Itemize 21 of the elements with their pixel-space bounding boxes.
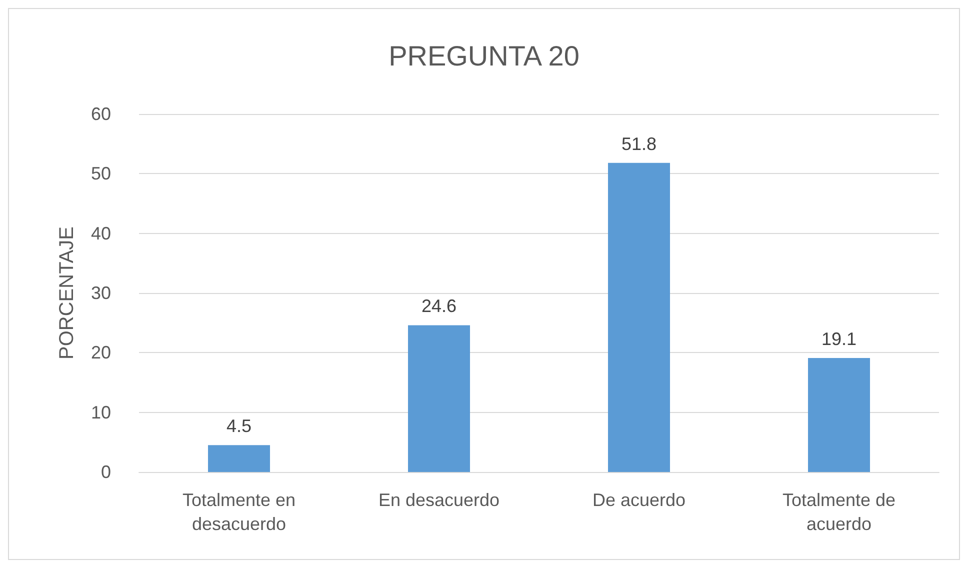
x-tick-label: Totalmente en desacuerdo [182,490,296,534]
y-tick-label: 20 [90,342,111,363]
bar [808,358,870,472]
y-tick-label: 10 [90,402,111,422]
y-tick-label: 50 [90,164,111,184]
y-tick-label: 0 [100,462,111,482]
data-label: 19.1 [821,329,857,350]
bar [208,445,270,472]
x-tick-label: Totalmente de acuerdo [782,490,896,534]
x-tick-label: De acuerdo [592,490,686,510]
y-tick-label: 40 [90,223,111,244]
y-tick-label: 60 [90,104,111,124]
data-label: 51.8 [621,134,657,154]
bar [408,325,470,472]
chart-title: PREGUNTA 20 [388,40,580,72]
y-tick-label: 30 [90,283,111,303]
bar [608,162,670,472]
data-label: 24.6 [421,296,457,316]
data-label: 4.5 [226,416,252,436]
x-tick-label: En desacuerdo [378,490,500,510]
y-axis-title: PORCENTAJE [56,226,78,360]
